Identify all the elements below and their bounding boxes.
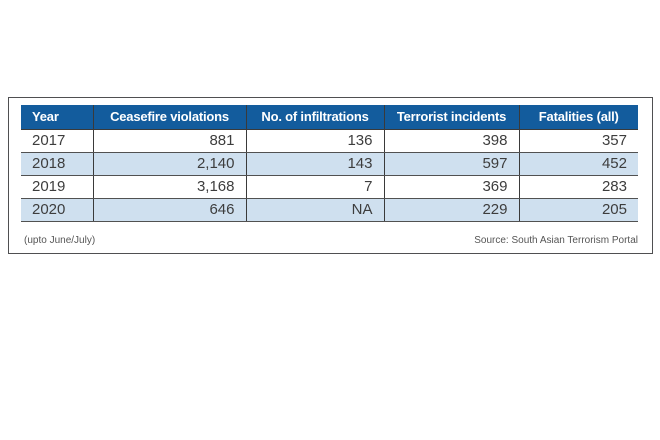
column-header-ceasefire-violations: Ceasefire violations (92, 105, 246, 130)
infiltrations-cell: 143 (245, 152, 384, 176)
incidents-cell: 597 (383, 152, 519, 176)
ceasefire-cell: 881 (92, 129, 246, 153)
year-cell: 2018 (21, 152, 93, 176)
column-header-year: Year (21, 105, 93, 130)
table-row-2019: 2019 3,168 7 369 283 (21, 175, 638, 199)
terrorism-stats-table: Year Ceasefire violations No. of infiltr… (21, 105, 638, 222)
fatalities-cell: 283 (518, 175, 638, 199)
year-cell: 2020 (21, 198, 93, 222)
column-header-fatalities: Fatalities (all) (518, 105, 638, 130)
stats-table-card: Year Ceasefire violations No. of infiltr… (8, 97, 653, 254)
infiltrations-cell: NA (245, 198, 384, 222)
ceasefire-cell: 646 (92, 198, 246, 222)
fatalities-cell: 452 (518, 152, 638, 176)
source-credit: Source: South Asian Terrorism Portal (474, 235, 638, 246)
table-row-2017: 2017 881 136 398 357 (21, 129, 638, 153)
column-header-terrorist-incidents: Terrorist incidents (383, 105, 519, 130)
infiltrations-cell: 7 (245, 175, 384, 199)
incidents-cell: 369 (383, 175, 519, 199)
table-footer: (upto June/July) Source: South Asian Ter… (24, 235, 638, 246)
column-header-infiltrations: No. of infiltrations (245, 105, 384, 130)
table-row-2018: 2018 2,140 143 597 452 (21, 152, 638, 176)
ceasefire-cell: 3,168 (92, 175, 246, 199)
fatalities-cell: 205 (518, 198, 638, 222)
fatalities-cell: 357 (518, 129, 638, 153)
year-cell: 2019 (21, 175, 93, 199)
header-row: Year Ceasefire violations No. of infiltr… (21, 105, 638, 130)
year-cell: 2017 (21, 129, 93, 153)
incidents-cell: 229 (383, 198, 519, 222)
incidents-cell: 398 (383, 129, 519, 153)
footnote: (upto June/July) (24, 235, 96, 246)
table-row-2020: 2020 646 NA 229 205 (21, 198, 638, 222)
infiltrations-cell: 136 (245, 129, 384, 153)
ceasefire-cell: 2,140 (92, 152, 246, 176)
